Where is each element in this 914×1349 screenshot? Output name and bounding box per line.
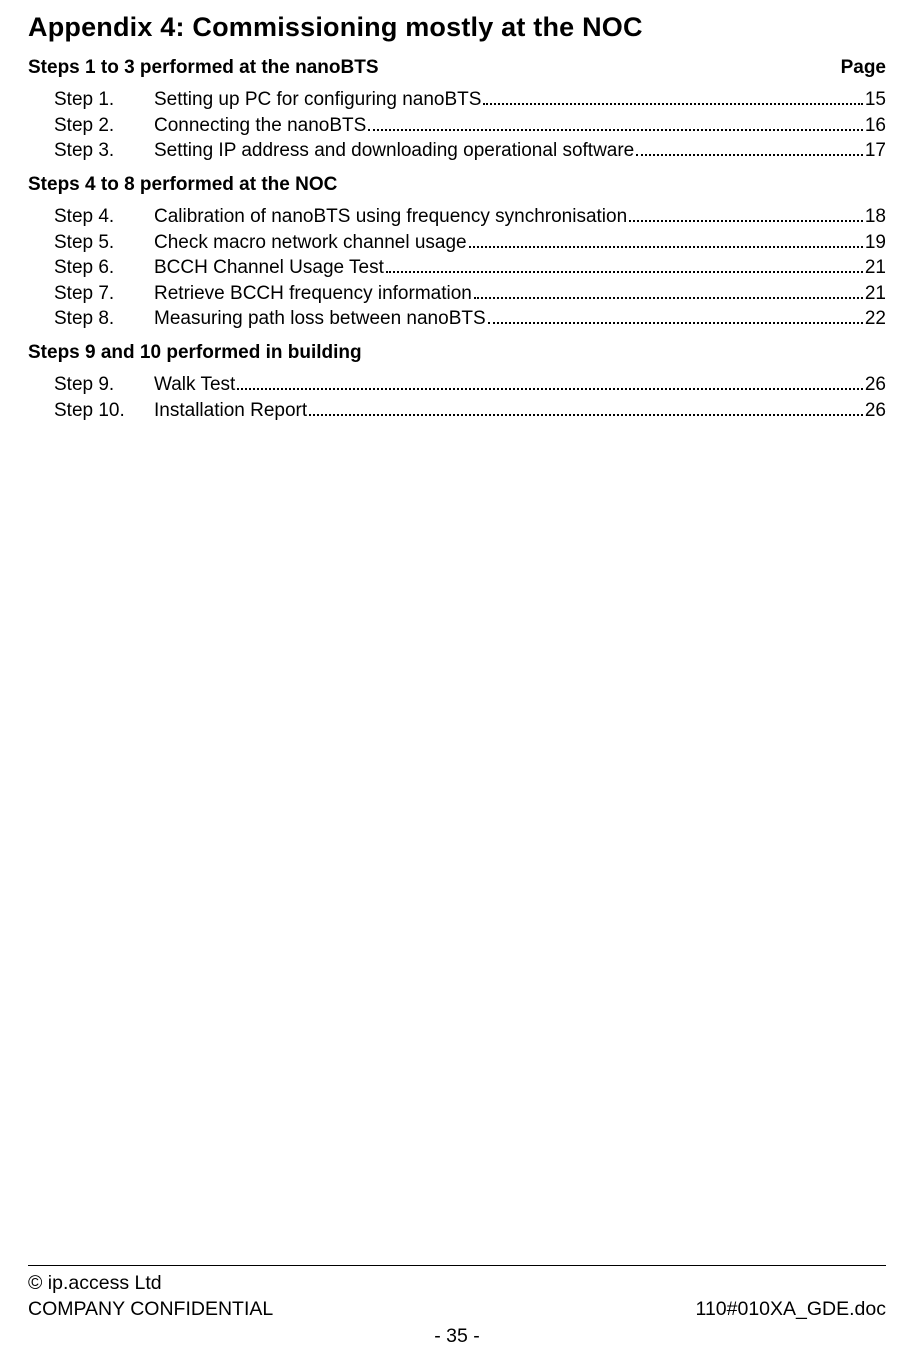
footer-confidential: COMPANY CONFIDENTIAL: [28, 1296, 273, 1322]
page-column-label: Page: [841, 57, 886, 79]
toc-step: Step 2.: [54, 113, 154, 139]
section-header-3: Steps 9 and 10 performed in building: [28, 342, 886, 364]
footer-row: COMPANY CONFIDENTIAL 110#010XA_GDE.doc: [28, 1296, 886, 1322]
toc-leader-dots: [368, 129, 863, 131]
toc-page: 16: [865, 113, 886, 139]
page-footer: © ip.access Ltd COMPANY CONFIDENTIAL 110…: [28, 1265, 886, 1349]
section-heading: Steps 1 to 3 performed at the nanoBTS: [28, 57, 379, 79]
footer-page-number: - 35 -: [28, 1323, 886, 1349]
toc-title: Retrieve BCCH frequency information: [154, 281, 472, 307]
toc-block-1: Step 1. Setting up PC for configuring na…: [54, 87, 886, 164]
toc-leader-dots: [488, 322, 863, 324]
section-header-1: Steps 1 to 3 performed at the nanoBTS Pa…: [28, 57, 886, 79]
toc-page: 19: [865, 230, 886, 256]
toc-leader-dots: [629, 220, 863, 222]
toc-row: Step 2. Connecting the nanoBTS 16: [54, 113, 886, 139]
toc-row: Step 1. Setting up PC for configuring na…: [54, 87, 886, 113]
toc-title: Installation Report: [154, 398, 307, 424]
toc-row: Step 9. Walk Test 26: [54, 372, 886, 398]
toc-leader-dots: [483, 103, 862, 105]
toc-step: Step 6.: [54, 255, 154, 281]
toc-title: Calibration of nanoBTS using frequency s…: [154, 204, 627, 230]
toc-page: 18: [865, 204, 886, 230]
toc-page: 21: [865, 281, 886, 307]
toc-leader-dots: [474, 297, 863, 299]
appendix-title: Appendix 4: Commissioning mostly at the …: [28, 12, 886, 43]
toc-row: Step 10. Installation Report 26: [54, 398, 886, 424]
toc-leader-dots: [309, 414, 863, 416]
toc-title: Setting up PC for configuring nanoBTS: [154, 87, 481, 113]
toc-page: 26: [865, 398, 886, 424]
toc-leader-dots: [237, 388, 863, 390]
toc-title: Measuring path loss between nanoBTS: [154, 306, 486, 332]
toc-step: Step 8.: [54, 306, 154, 332]
toc-page: 21: [865, 255, 886, 281]
toc-step: Step 3.: [54, 138, 154, 164]
toc-title: Check macro network channel usage: [154, 230, 467, 256]
toc-row: Step 7. Retrieve BCCH frequency informat…: [54, 281, 886, 307]
toc-row: Step 4. Calibration of nanoBTS using fre…: [54, 204, 886, 230]
toc-row: Step 8. Measuring path loss between nano…: [54, 306, 886, 332]
toc-page: 26: [865, 372, 886, 398]
toc-title: Setting IP address and downloading opera…: [154, 138, 634, 164]
toc-row: Step 3. Setting IP address and downloadi…: [54, 138, 886, 164]
footer-docref: 110#010XA_GDE.doc: [696, 1296, 886, 1322]
toc-row: Step 5. Check macro network channel usag…: [54, 230, 886, 256]
footer-copyright: © ip.access Ltd: [28, 1270, 886, 1296]
section-header-2: Steps 4 to 8 performed at the NOC: [28, 174, 886, 196]
toc-step: Step 1.: [54, 87, 154, 113]
toc-title: Connecting the nanoBTS: [154, 113, 366, 139]
toc-step: Step 4.: [54, 204, 154, 230]
toc-page: 15: [865, 87, 886, 113]
toc-leader-dots: [469, 246, 863, 248]
page: Appendix 4: Commissioning mostly at the …: [0, 0, 914, 1349]
toc-block-3: Step 9. Walk Test 26 Step 10. Installati…: [54, 372, 886, 423]
toc-title: BCCH Channel Usage Test: [154, 255, 384, 281]
toc-step: Step 9.: [54, 372, 154, 398]
content-area: Appendix 4: Commissioning mostly at the …: [28, 12, 886, 1265]
toc-page: 22: [865, 306, 886, 332]
toc-page: 17: [865, 138, 886, 164]
toc-step: Step 5.: [54, 230, 154, 256]
toc-row: Step 6. BCCH Channel Usage Test 21: [54, 255, 886, 281]
toc-leader-dots: [386, 271, 863, 273]
toc-leader-dots: [636, 154, 863, 156]
toc-block-2: Step 4. Calibration of nanoBTS using fre…: [54, 204, 886, 332]
toc-title: Walk Test: [154, 372, 235, 398]
toc-step: Step 7.: [54, 281, 154, 307]
toc-step: Step 10.: [54, 398, 154, 424]
